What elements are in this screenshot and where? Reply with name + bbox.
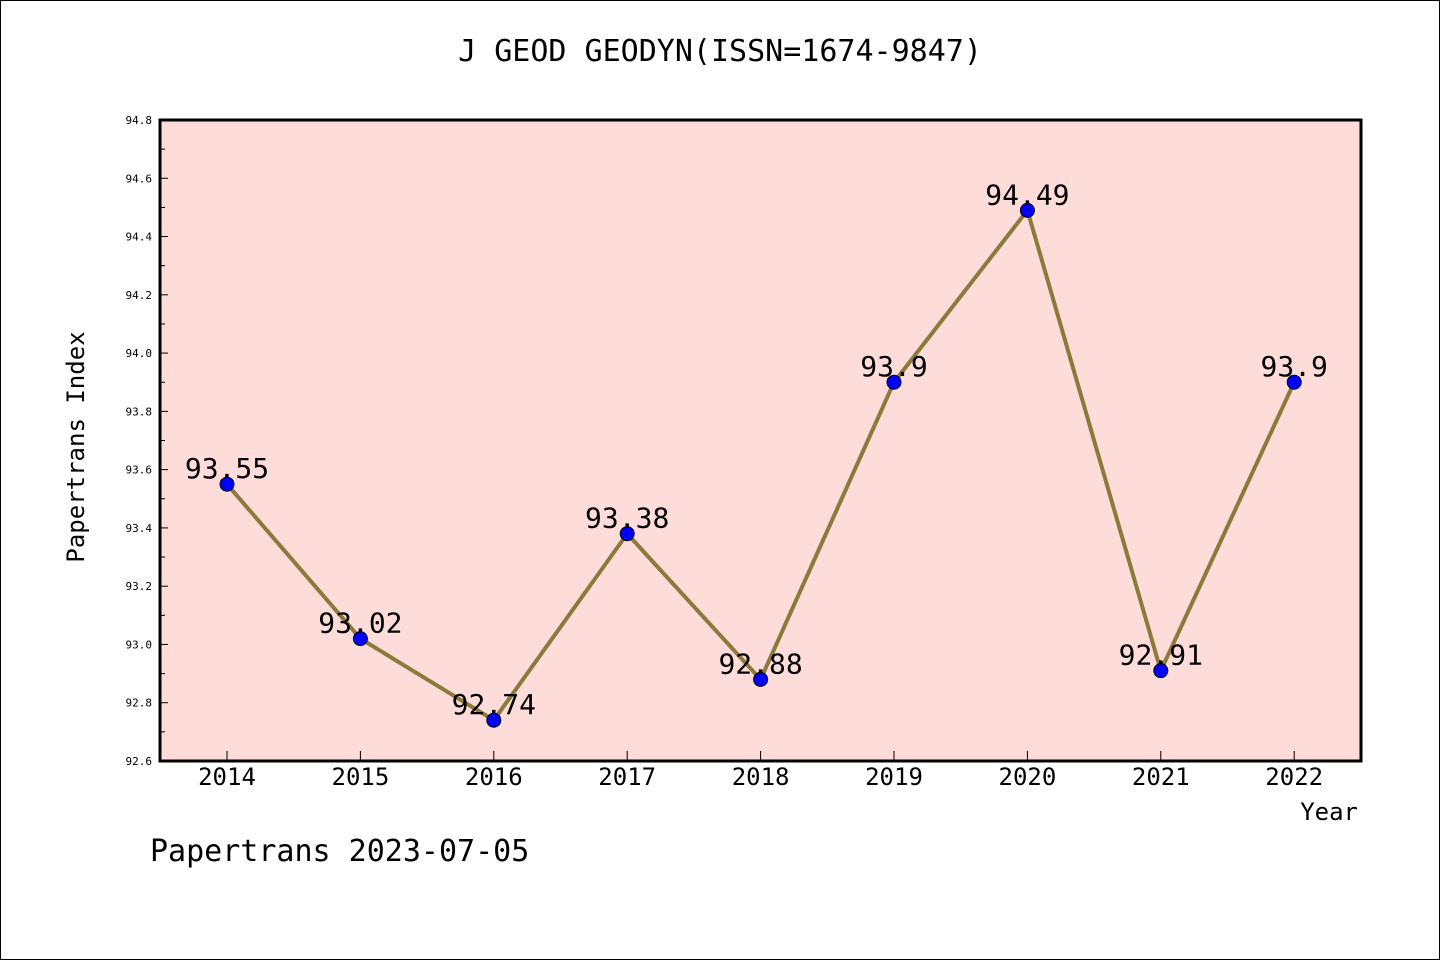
data-point <box>486 712 502 728</box>
data-label: 93.9 <box>1260 350 1327 383</box>
y-tick-label: 92.8 <box>126 697 153 710</box>
x-tick-label: 2016 <box>465 763 523 791</box>
data-point <box>1019 202 1035 218</box>
data-label: 93.9 <box>860 350 927 383</box>
x-tick-label: 2019 <box>865 763 923 791</box>
data-point <box>886 374 902 390</box>
data-point <box>1286 374 1302 390</box>
x-axis-label: Year <box>1300 798 1358 826</box>
y-tick-label: 94.8 <box>126 114 153 127</box>
footer-credit: Papertrans 2023-07-05 <box>150 834 530 869</box>
y-tick-label: 94.6 <box>126 172 153 185</box>
data-point <box>753 671 769 687</box>
data-point <box>1153 663 1169 679</box>
data-label: 92.74 <box>452 688 536 721</box>
y-tick-label: 93.8 <box>126 405 153 418</box>
y-tick-label: 94.2 <box>126 289 153 302</box>
x-tick-label: 2017 <box>598 763 656 791</box>
data-label: 93.02 <box>318 607 402 640</box>
y-tick-label: 94.4 <box>126 231 153 244</box>
y-tick-label: 94.0 <box>126 347 153 360</box>
y-tick-label: 93.0 <box>126 638 153 651</box>
data-points <box>219 202 1302 728</box>
y-axis-label: Papertrans Index <box>62 331 90 562</box>
chart-title: J GEOD GEODYN(ISSN=1674-9847) <box>458 34 982 69</box>
x-tick-label: 2020 <box>999 763 1057 791</box>
data-point <box>619 526 635 542</box>
y-axis: 92.6 92.8 93.0 93.2 93.4 93.6 93.8 94.0 94.2 94.4… <box>126 114 168 768</box>
y-tick-label: 93.6 <box>126 464 153 477</box>
plot-area <box>158 118 1363 763</box>
x-tick-label: 2014 <box>198 763 256 791</box>
x-tick-label: 2018 <box>732 763 790 791</box>
data-label: 92.91 <box>1119 639 1203 672</box>
x-tick-label: 2021 <box>1132 763 1190 791</box>
data-label: 93.38 <box>585 502 669 535</box>
y-tick-label: 92.6 <box>126 755 153 768</box>
data-label: 94.49 <box>985 178 1069 211</box>
data-label: 92.88 <box>718 647 802 680</box>
data-point <box>352 631 368 647</box>
data-label: 93.55 <box>185 452 269 485</box>
x-axis: 2014 2015 2016 2017 2018 2019 2020 2021 2022 <box>198 751 1323 791</box>
x-tick-label: 2022 <box>1265 763 1323 791</box>
data-labels: 93.55 93.02 92.74 93.38 92.88 93.9 94.49 92.91 9… <box>185 178 1328 721</box>
x-tick-label: 2015 <box>332 763 390 791</box>
y-tick-label: 93.2 <box>126 580 153 593</box>
y-tick-label: 93.4 <box>126 522 153 535</box>
data-point <box>219 476 235 492</box>
